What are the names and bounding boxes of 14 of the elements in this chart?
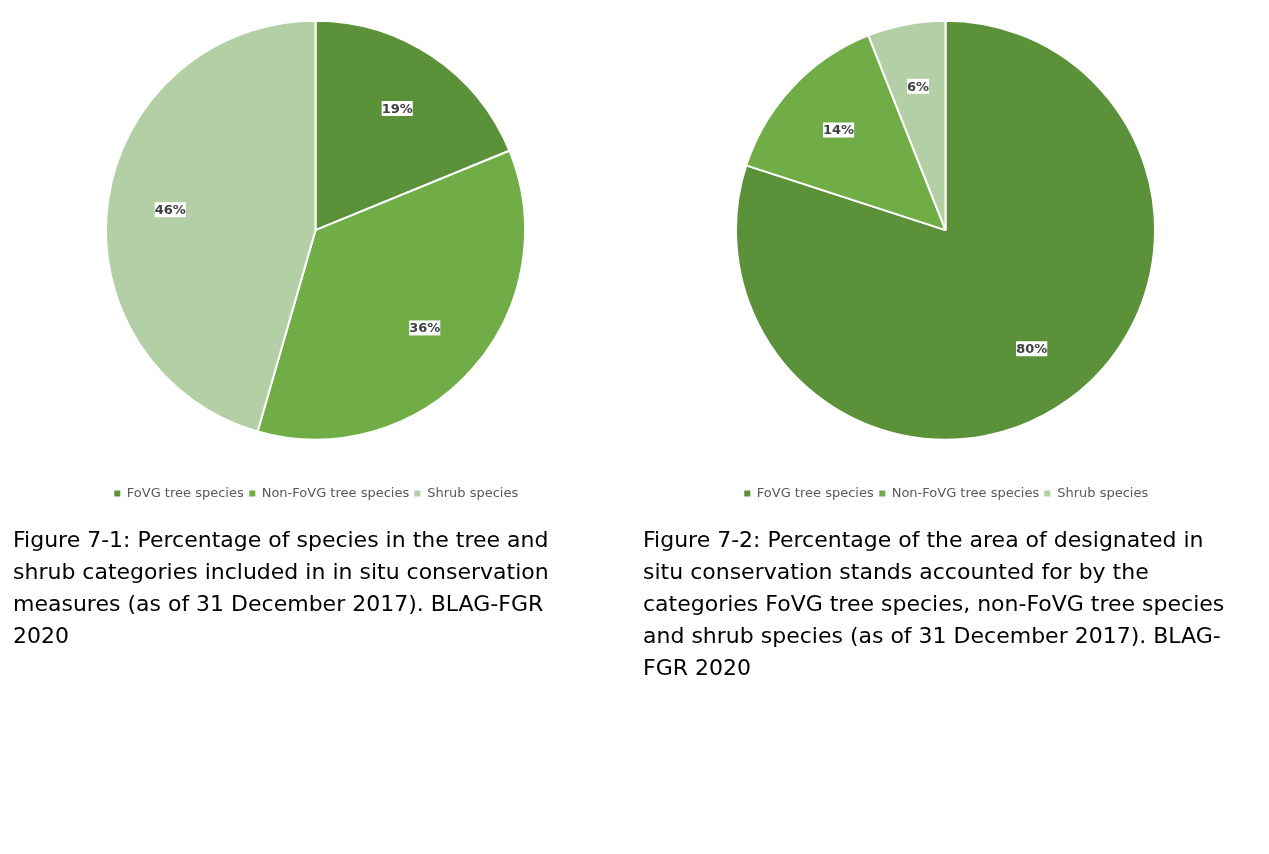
- data-label: 19%: [381, 101, 413, 117]
- data-label: 46%: [154, 202, 186, 218]
- text: Figure 7-1: Percentage of species in the tree and shrub categories included in in situ conservation measures (as of 31 December 2017). BLAG-FGR 2020: [13, 526, 550, 650]
- text: Figure 7-2: Percentage of the area of designated in situ conservation stands accounted for by the categories FoVG tree species, non-FoVG tree species and shrub species (as of 31 December 2017). BLAG-FGR 2020: [643, 526, 1226, 682]
- legend-label: Shrub species: [427, 485, 519, 500]
- data-label: 6%: [906, 78, 930, 94]
- legend-label: Non-FoVG tree species: [891, 485, 1040, 500]
- legend-label: Non-FoVG tree species: [261, 485, 410, 500]
- legend-label: Shrub species: [1057, 485, 1149, 500]
- data-label: 36%: [409, 320, 441, 336]
- data-label: 14%: [823, 122, 855, 138]
- legend-label: FoVG tree species: [756, 485, 874, 500]
- legend-label: FoVG tree species: [126, 485, 244, 500]
- data-label: 80%: [1016, 341, 1048, 357]
